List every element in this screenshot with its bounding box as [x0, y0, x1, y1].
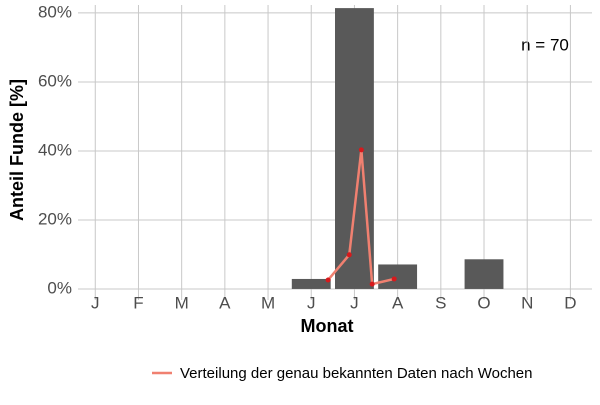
x-tick-label: M	[261, 293, 275, 312]
x-tick-label: D	[564, 293, 576, 312]
y-tick-label: 40%	[38, 140, 72, 159]
x-tick-label: O	[477, 293, 490, 312]
annotation: n = 70	[521, 35, 569, 54]
y-tick-label: 60%	[38, 71, 72, 90]
y-tick-label: 20%	[38, 209, 72, 228]
x-axis-label: Monat	[301, 316, 354, 336]
y-tick-label: 80%	[38, 2, 72, 21]
point	[325, 277, 331, 283]
y-tick-label: 0%	[47, 278, 72, 297]
point	[391, 276, 397, 282]
legend-label: Verteilung der genau bekannten Daten nac…	[180, 365, 533, 382]
bar	[335, 8, 374, 289]
x-tick-label: A	[219, 293, 231, 312]
x-tick-label: J	[307, 293, 316, 312]
point	[346, 252, 352, 258]
x-tick-label: J	[350, 293, 359, 312]
x-tick-label: J	[91, 293, 100, 312]
x-tick-label: N	[521, 293, 533, 312]
x-tick-label: S	[435, 293, 446, 312]
bar	[378, 264, 418, 289]
x-tick-label: M	[175, 293, 189, 312]
x-tick-label: A	[392, 293, 404, 312]
y-axis-label: Anteil Funde [%]	[7, 79, 27, 221]
x-tick-label: F	[133, 293, 143, 312]
point	[369, 281, 375, 287]
bar	[464, 259, 504, 289]
point	[358, 147, 364, 153]
bar	[291, 278, 331, 289]
